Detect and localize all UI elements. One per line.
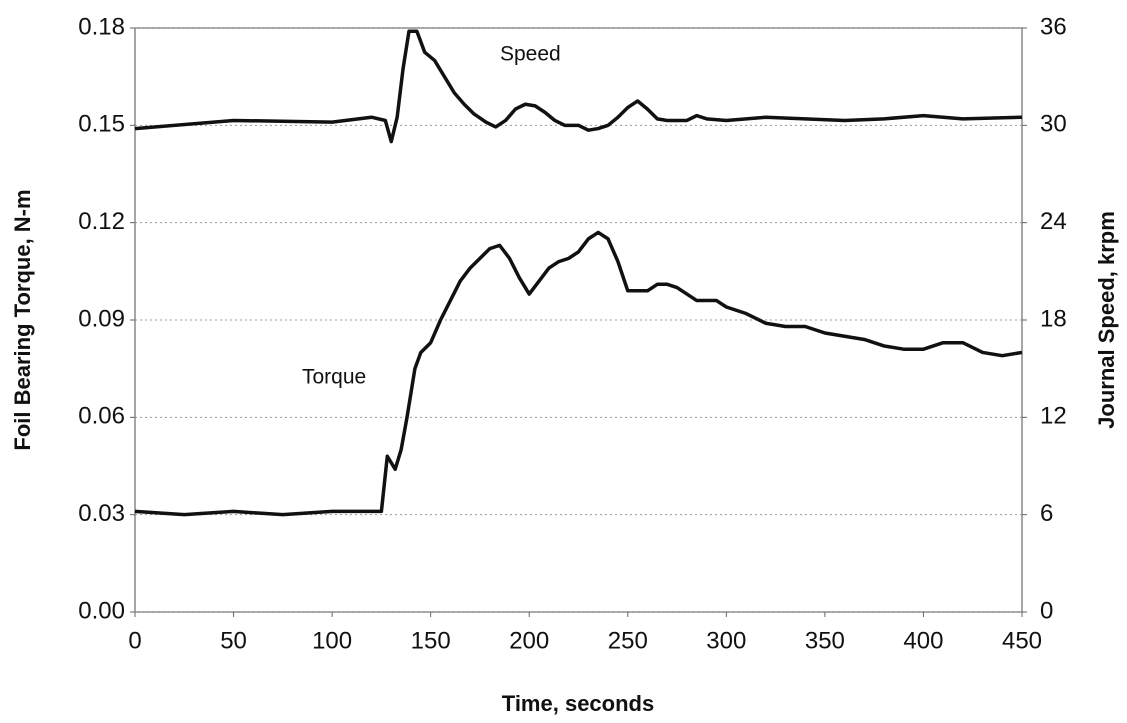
x-tick-label: 450 [1002, 627, 1042, 654]
plot-frame [134, 27, 1023, 613]
y2-tick-label: 30 [1040, 111, 1067, 138]
y2-tick-label: 6 [1040, 500, 1053, 527]
y2-tick-label: 0 [1040, 597, 1053, 624]
x-axis-title: Time, seconds [502, 691, 654, 716]
y-tick-label: 0.03 [78, 500, 125, 527]
y2-tick-label: 12 [1040, 403, 1067, 430]
annotation: Speed [500, 43, 561, 66]
y2-tick-label: 36 [1040, 13, 1067, 40]
data-line [134, 29, 1023, 144]
annotation: Torque [302, 366, 366, 389]
y2-tick-label: 24 [1040, 208, 1067, 235]
y-tick-label: 0.06 [78, 403, 125, 430]
y2-tick-label: 18 [1040, 305, 1067, 332]
x-tick-label: 100 [312, 627, 352, 654]
x-tick-label: 300 [706, 627, 746, 654]
x-tick-label: 350 [805, 627, 845, 654]
x-tick-label: 150 [411, 627, 451, 654]
y-axis-title: Foil Bearing Torque, N-m [10, 189, 35, 450]
x-tick-label: 200 [509, 627, 549, 654]
y-tick-label: 0.18 [78, 13, 125, 40]
y-tick-label: 0.12 [78, 208, 125, 235]
y-tick-label: 0.15 [78, 111, 125, 138]
x-tick-label: 50 [220, 627, 247, 654]
x-tick-label: 400 [903, 627, 943, 654]
y-tick-label: 0.00 [78, 597, 125, 624]
y-tick-label: 0.09 [78, 305, 125, 332]
data-line [134, 230, 1023, 517]
x-tick-label: 250 [608, 627, 648, 654]
y2-axis-title: Journal Speed, krpm [1094, 211, 1119, 429]
x-tick-label: 0 [128, 627, 141, 654]
